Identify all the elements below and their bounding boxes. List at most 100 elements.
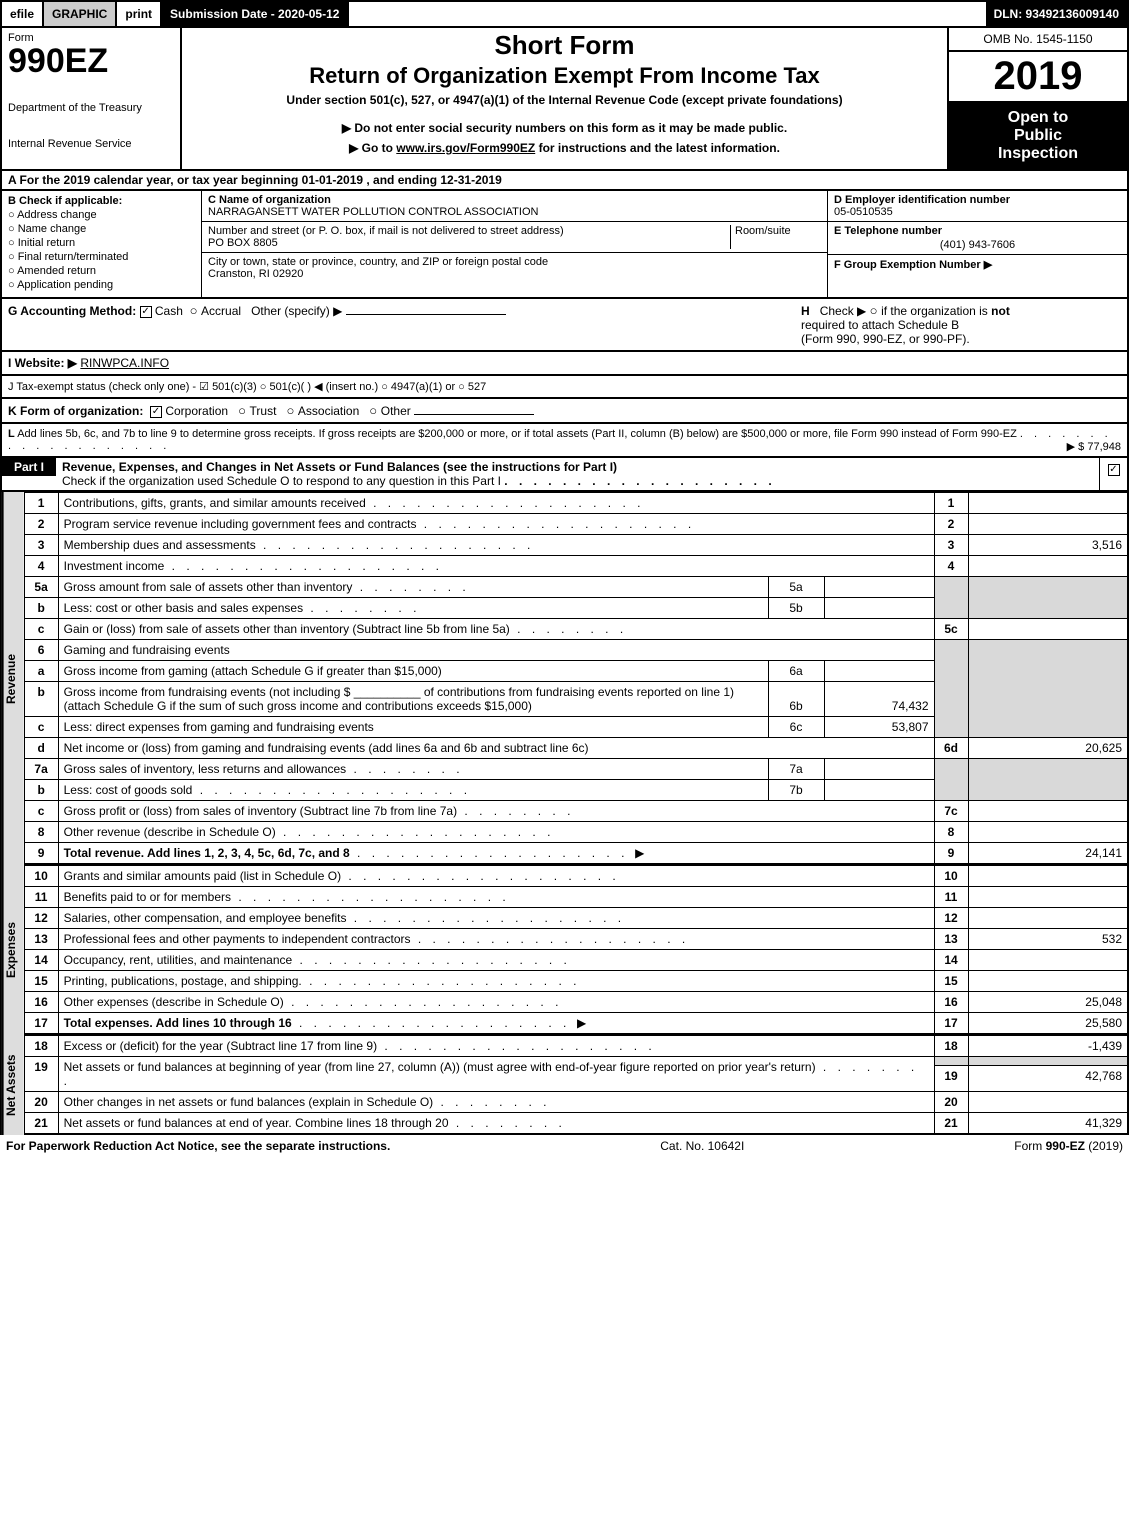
row-6a-num: a: [24, 661, 58, 682]
row-4-lno: 4: [934, 556, 968, 577]
row-16-lno: 16: [934, 992, 968, 1013]
chk-amended-return[interactable]: Amended return: [8, 265, 195, 277]
row-9-num: 9: [24, 843, 58, 865]
row-5c-amt: [968, 619, 1128, 640]
row-21-num: 21: [24, 1113, 58, 1135]
expenses-block: Expenses 10 Grants and similar amounts p…: [0, 865, 1129, 1035]
row-1-num: 1: [24, 493, 58, 514]
row-10: 10 Grants and similar amounts paid (list…: [24, 866, 1128, 887]
corp-label: Corporation: [165, 404, 228, 418]
chk-corporation[interactable]: [150, 406, 162, 418]
efile-button[interactable]: efile: [2, 2, 42, 26]
row-19-num: 19: [24, 1057, 58, 1092]
row-18-num: 18: [24, 1036, 58, 1057]
row-6-num: 6: [24, 640, 58, 661]
row-2-amt: [968, 514, 1128, 535]
section-b: B Check if applicable: Address change Na…: [2, 191, 202, 297]
city-row: City or town, state or province, country…: [202, 253, 827, 283]
g-accounting: G Accounting Method: Cash Accrual Other …: [8, 303, 801, 346]
other-org-line[interactable]: [414, 414, 534, 415]
row-1: 1 Contributions, gifts, grants, and simi…: [24, 493, 1128, 514]
chk-trust[interactable]: [238, 404, 249, 418]
row-18-desc: Excess or (deficit) for the year (Subtra…: [64, 1039, 377, 1053]
phone-row: E Telephone number (401) 943-7606: [828, 222, 1127, 255]
row-16-desc: Other expenses (describe in Schedule O): [64, 995, 563, 1009]
row-9-amt: 24,141: [968, 843, 1128, 865]
row-5c: c Gain or (loss) from sale of assets oth…: [24, 619, 1128, 640]
net-assets-table: 18 Excess or (deficit) for the year (Sub…: [24, 1035, 1129, 1135]
row-15-num: 15: [24, 971, 58, 992]
row-5a-num: 5a: [24, 577, 58, 598]
chk-association[interactable]: [286, 404, 297, 418]
room-suite-label: Room/suite: [731, 225, 821, 249]
dept-irs: Internal Revenue Service: [8, 138, 174, 150]
graphic-button[interactable]: GRAPHIC: [42, 2, 117, 26]
row-17-num: 17: [24, 1013, 58, 1035]
row-6c-num: c: [24, 717, 58, 738]
row-6b-num: b: [24, 682, 58, 717]
row-12-desc: Salaries, other compensation, and employ…: [64, 911, 626, 925]
row-9-lno: 9: [934, 843, 968, 865]
row-1-lno: 1: [934, 493, 968, 514]
row-5ab-lno-grey: [934, 577, 968, 619]
open-inspection: Open to Public Inspection: [949, 103, 1127, 169]
row-7a-num: 7a: [24, 759, 58, 780]
i-label: I Website: ▶: [8, 356, 77, 370]
chk-other-org[interactable]: [369, 404, 380, 418]
form-right-block: OMB No. 1545-1150 2019 Open to Public In…: [947, 28, 1127, 169]
row-6abc-lno-grey: [934, 640, 968, 738]
irs-link[interactable]: www.irs.gov/Form990EZ: [396, 141, 535, 155]
row-7c-desc: Gross profit or (loss) from sales of inv…: [64, 804, 575, 818]
row-19-amt: 42,768: [968, 1065, 1128, 1091]
row-17-dots: [292, 1016, 571, 1030]
row-2-lno: 2: [934, 514, 968, 535]
form-header: Form 990EZ Department of the Treasury In…: [0, 28, 1129, 171]
row-6d-amt: 20,625: [968, 738, 1128, 759]
row-7b-subval: [824, 780, 934, 801]
row-11-num: 11: [24, 887, 58, 908]
row-2: 2 Program service revenue including gove…: [24, 514, 1128, 535]
g-label: G Accounting Method:: [8, 304, 136, 318]
row-5b-subval: [824, 598, 934, 619]
part-1-title-text: Revenue, Expenses, and Changes in Net As…: [62, 460, 617, 474]
l-letter: L: [8, 428, 15, 440]
row-12: 12 Salaries, other compensation, and emp…: [24, 908, 1128, 929]
footer-form-ref: Form 990-EZ (2019): [1014, 1139, 1123, 1153]
address-row: Number and street (or P. O. box, if mail…: [202, 222, 827, 253]
row-5a-desc: Gross amount from sale of assets other t…: [64, 580, 470, 594]
row-7b-sub: 7b: [768, 780, 824, 801]
chk-cash[interactable]: [140, 306, 152, 318]
print-button[interactable]: print: [117, 2, 162, 26]
row-6d-lno: 6d: [934, 738, 968, 759]
row-19: 19 Net assets or fund balances at beginn…: [24, 1057, 1128, 1066]
other-specify-line[interactable]: [346, 314, 506, 315]
chk-name-change[interactable]: Name change: [8, 223, 195, 235]
part-1-sub: Check if the organization used Schedule …: [62, 474, 501, 488]
row-5a-sub: 5a: [768, 577, 824, 598]
row-14-desc: Occupancy, rent, utilities, and maintena…: [64, 953, 571, 967]
row-10-lno: 10: [934, 866, 968, 887]
f-label: F Group Exemption Number ▶: [834, 259, 992, 271]
row-20: 20 Other changes in net assets or fund b…: [24, 1092, 1128, 1113]
phone-value: (401) 943-7606: [834, 239, 1121, 251]
row-17: 17 Total expenses. Add lines 10 through …: [24, 1013, 1128, 1035]
website-value[interactable]: RINWPCA.INFO: [80, 356, 169, 370]
chk-application-pending[interactable]: Application pending: [8, 279, 195, 291]
dln-number: DLN: 93492136009140: [986, 2, 1127, 26]
row-14-num: 14: [24, 950, 58, 971]
chk-address-change[interactable]: Address change: [8, 209, 195, 221]
row-19-lno: 19: [934, 1065, 968, 1091]
expenses-side-label: Expenses: [2, 865, 24, 1035]
open-line-3: Inspection: [951, 145, 1125, 163]
org-address: PO BOX 8805: [208, 237, 278, 249]
row-11-desc: Benefits paid to or for members: [64, 890, 510, 904]
row-21-desc: Net assets or fund balances at end of ye…: [64, 1116, 449, 1130]
chk-accrual[interactable]: [190, 304, 201, 318]
part-1-schedule-o-check[interactable]: [1099, 458, 1127, 490]
line-a-tax-year: A For the 2019 calendar year, or tax yea…: [0, 171, 1129, 191]
chk-final-return[interactable]: Final return/terminated: [8, 251, 195, 263]
row-8-num: 8: [24, 822, 58, 843]
chk-initial-return[interactable]: Initial return: [8, 237, 195, 249]
row-7ab-amt-grey: [968, 759, 1128, 801]
chk-not-required[interactable]: [870, 304, 881, 318]
